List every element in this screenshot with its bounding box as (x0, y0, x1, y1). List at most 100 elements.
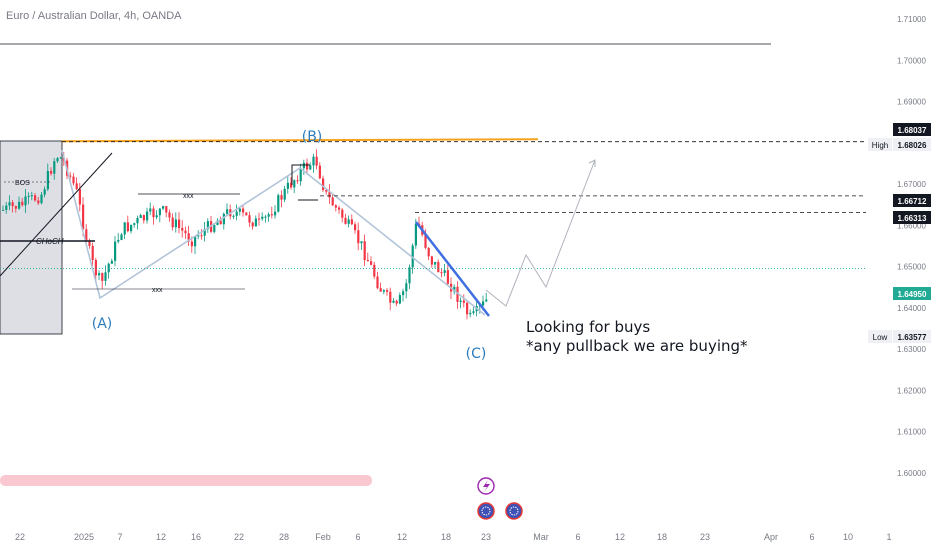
x-tick-label: 12 (397, 532, 407, 542)
y-tick-label: 1.70000 (897, 56, 926, 65)
price-axis[interactable]: 1.710001.700001.690001.680001.670001.660… (897, 15, 926, 478)
event-dot (509, 506, 519, 516)
y-tick-label: 1.65000 (897, 263, 926, 272)
candle-body (123, 222, 126, 235)
candle-body (238, 208, 241, 212)
economic-event-icon[interactable] (477, 502, 495, 520)
candle-body (306, 162, 309, 170)
candle-body (190, 241, 193, 247)
candle-body (258, 218, 261, 220)
candle-body (162, 206, 165, 209)
price-tag-name: Low (873, 333, 888, 342)
candle-body (226, 209, 229, 214)
price-tag-value: 1.68037 (898, 126, 927, 135)
annotation-line-1: Looking for buys (526, 318, 651, 336)
x-tick-label: Apr (764, 532, 778, 542)
candle-body (414, 223, 417, 246)
wave-path (61, 149, 486, 316)
candle-body (98, 273, 101, 276)
xxx-label-upper: xxx (183, 193, 194, 200)
bracket-arrow (291, 164, 310, 185)
candle-body (357, 230, 360, 244)
candle-body (75, 183, 78, 190)
candle-body (85, 229, 88, 242)
economic-event-icon[interactable] (505, 502, 523, 520)
price-tag-bg (893, 138, 931, 151)
candle-body (46, 170, 49, 190)
resistance-line (61, 138, 539, 143)
candle-body (360, 241, 363, 244)
candle-body (59, 157, 62, 159)
candle-body (142, 215, 145, 221)
event-dot (481, 506, 491, 516)
candle-body (290, 182, 293, 188)
candle-body (181, 227, 184, 231)
price-tag-bg (893, 330, 931, 343)
candle-body (270, 214, 273, 216)
candle-body (469, 312, 472, 315)
y-tick-label: 1.64000 (897, 304, 926, 313)
candle-body (315, 156, 318, 166)
candle-body (91, 245, 94, 261)
candle-body (293, 180, 296, 188)
volume-profile-bar (0, 475, 372, 486)
candle-body (446, 270, 449, 284)
x-tick-label: 6 (575, 532, 580, 542)
time-axis[interactable]: 22 2025 7 12 16 22 28 Feb 6 12 18 23 Mar 6 12 18 23 Apr 6 1… (15, 532, 892, 542)
candle-body (274, 211, 277, 216)
y-tick-label: 1.71000 (897, 15, 926, 24)
candle-body (318, 165, 321, 179)
x-tick-label: 22 (234, 532, 244, 542)
candle-body (178, 219, 181, 228)
candle-body (325, 189, 328, 192)
x-tick-label: 23 (481, 532, 491, 542)
candle-body (277, 195, 280, 212)
wave-label: (C) (466, 346, 487, 362)
candle-body (408, 267, 411, 284)
candle-body (88, 241, 91, 246)
candle-body (194, 236, 197, 247)
x-tick-label: 2025 (74, 532, 94, 542)
candle-body (437, 261, 440, 273)
candle-body (299, 168, 302, 182)
candle-body (11, 202, 14, 207)
candle-body (184, 230, 187, 234)
x-tick-label: 18 (441, 532, 451, 542)
x-tick-label: 10 (843, 532, 853, 542)
chart-annotation: Looking for buys *any pullback we are bu… (526, 318, 748, 356)
candle-body (136, 218, 139, 224)
candle-body (386, 290, 389, 292)
price-tag-value: 1.68026 (898, 141, 927, 150)
y-tick-label: 1.69000 (897, 98, 926, 107)
y-tick-label: 1.62000 (897, 386, 926, 395)
candle-body (53, 161, 56, 174)
candle-body (114, 241, 117, 261)
candle-body (338, 207, 341, 210)
projection-path (485, 159, 596, 307)
price-tag-bg (893, 287, 931, 300)
candle-body (264, 216, 267, 218)
candle-body (126, 222, 129, 232)
candle-body (139, 215, 142, 219)
candle-body (146, 211, 149, 221)
candle-body (363, 241, 366, 261)
candle-body (312, 156, 315, 166)
candle-body (110, 260, 113, 264)
candle-body (206, 221, 209, 230)
x-tick-label: 18 (657, 532, 667, 542)
annotation-line-2: *any pullback we are buying* (526, 337, 748, 355)
candle-body (197, 235, 200, 237)
candle-body (24, 196, 27, 206)
candle-body (14, 206, 17, 209)
x-tick-label: 12 (156, 532, 166, 542)
projection-arrow (588, 159, 596, 167)
candle-body (50, 170, 53, 174)
candle-body (21, 201, 24, 206)
x-tick-label: 6 (355, 532, 360, 542)
candle-body (72, 176, 75, 184)
x-tick-label: 16 (191, 532, 201, 542)
y-tick-label: 1.67000 (897, 180, 926, 189)
candle-body (485, 299, 488, 302)
candle-body (344, 217, 347, 224)
